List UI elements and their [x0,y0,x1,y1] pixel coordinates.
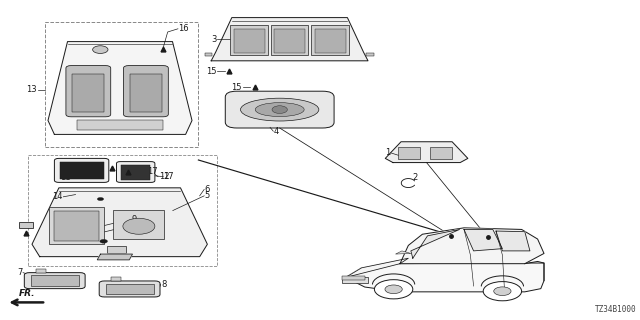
Circle shape [123,218,155,234]
Text: 10: 10 [131,221,141,230]
Circle shape [100,239,108,243]
Text: 12: 12 [159,172,169,181]
FancyBboxPatch shape [54,158,109,182]
Bar [113,210,164,239]
Bar [77,120,163,130]
Text: 1: 1 [385,148,390,157]
Bar [366,53,374,56]
Polygon shape [411,229,460,258]
Text: 8: 8 [161,280,166,289]
Ellipse shape [241,98,319,121]
Text: 6: 6 [205,185,210,194]
Bar [312,25,349,55]
Polygon shape [464,229,502,251]
Polygon shape [346,263,544,292]
Bar [315,29,346,53]
Bar [107,246,126,253]
Text: 11: 11 [60,173,70,182]
Bar [230,25,268,55]
Polygon shape [400,228,544,264]
Text: 17: 17 [163,172,174,181]
Bar [49,207,104,244]
Text: 4: 4 [274,127,279,136]
Polygon shape [396,251,411,254]
Circle shape [93,46,108,53]
Bar [398,147,420,159]
Bar [19,222,33,228]
Bar [130,74,162,112]
Ellipse shape [255,103,304,116]
Bar [60,162,104,179]
Text: 15: 15 [232,83,242,92]
Bar [121,165,150,180]
Bar [430,147,452,159]
Text: 15: 15 [206,67,216,76]
Circle shape [483,282,522,301]
FancyBboxPatch shape [124,66,168,117]
Text: 9: 9 [131,215,136,224]
FancyBboxPatch shape [225,91,334,128]
Polygon shape [32,188,207,257]
FancyBboxPatch shape [116,162,155,182]
Text: FR.: FR. [19,289,35,298]
Bar [205,53,212,56]
Bar [31,275,79,286]
Bar [45,22,198,147]
Polygon shape [48,42,192,134]
Circle shape [494,287,511,296]
FancyBboxPatch shape [24,273,85,289]
Circle shape [385,285,403,294]
Bar [54,211,99,241]
Text: 14: 14 [52,192,63,201]
Bar [72,74,104,112]
Bar [274,29,305,53]
Text: 2: 2 [413,173,418,182]
FancyBboxPatch shape [99,281,160,297]
FancyBboxPatch shape [66,66,111,117]
Bar [36,269,46,273]
Bar [271,25,308,55]
Text: 17: 17 [147,167,158,176]
Text: TZ34B1000: TZ34B1000 [595,305,637,314]
Bar [106,284,154,294]
Text: 16: 16 [178,24,189,33]
Polygon shape [346,258,408,277]
Text: 7: 7 [17,268,22,277]
Text: 3: 3 [211,35,216,44]
Polygon shape [385,142,468,163]
Bar [28,155,217,266]
Bar [342,276,365,280]
Bar [234,29,264,53]
Bar [111,277,121,281]
Circle shape [272,106,287,114]
Circle shape [374,280,413,299]
Polygon shape [97,254,132,260]
Polygon shape [211,18,368,61]
Bar [342,277,368,283]
Polygon shape [496,231,530,251]
Text: 5: 5 [205,191,210,200]
Circle shape [97,197,104,201]
Text: 13: 13 [26,85,37,94]
